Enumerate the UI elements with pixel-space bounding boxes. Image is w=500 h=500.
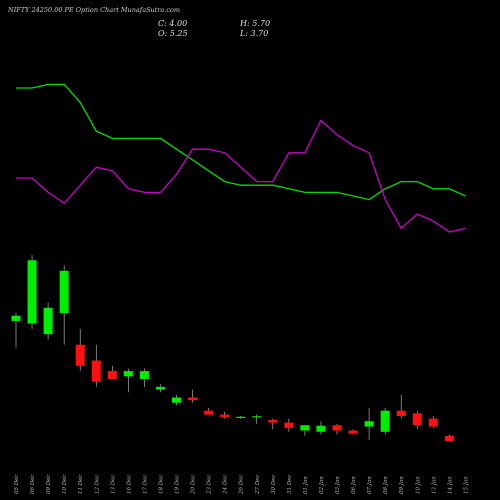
candle-body	[428, 418, 438, 427]
x-tick-label: 18 Dec	[158, 475, 164, 495]
x-tick-label: 27 Dec	[255, 475, 261, 496]
candle-body	[316, 425, 326, 432]
candle-body	[43, 307, 53, 335]
candle-body	[444, 435, 454, 442]
high-value: H: 5.70	[240, 19, 271, 28]
close-value: C: 4.00	[158, 19, 188, 28]
x-tick-label: 16 Dec	[126, 475, 132, 495]
candle	[139, 368, 149, 387]
x-tick-label: 07 Jan	[367, 476, 373, 494]
candle	[316, 421, 326, 435]
x-tick-label: 26 Dec	[239, 475, 245, 496]
upper-band-line	[16, 83, 466, 201]
x-tick-label: 31 Dec	[287, 475, 293, 495]
candle	[43, 302, 53, 340]
candle	[107, 365, 117, 380]
candle-body	[27, 260, 37, 324]
candle-body	[75, 344, 85, 366]
x-tick-label: 10 Jan	[415, 476, 421, 494]
x-tick-label: 20 Dec	[191, 475, 197, 496]
low-value: L: 3.70	[240, 29, 269, 38]
x-tick-label: 30 Dec	[271, 475, 277, 495]
x-tick-label: 11 Dec	[78, 475, 84, 495]
candle	[11, 313, 21, 348]
candle	[204, 408, 214, 415]
candle-body	[91, 360, 101, 382]
candle-body	[252, 416, 262, 418]
bands-layer	[16, 83, 466, 233]
candle	[172, 394, 181, 406]
x-tick-label: 24 Dec	[223, 475, 229, 496]
candle-body	[300, 425, 310, 431]
candle	[252, 414, 262, 424]
candle	[300, 425, 310, 436]
candle	[444, 434, 454, 442]
candle	[75, 328, 85, 372]
candle	[396, 394, 406, 419]
chart-title: NIFTY 24250.00 PE Option Chart MunafaSut…	[8, 6, 181, 14]
x-tick-label: 10 Dec	[62, 475, 68, 495]
x-tick-label: 02 Jan	[319, 476, 325, 494]
x-tick-label: 06 Jan	[351, 476, 357, 494]
candle	[236, 415, 246, 419]
candle-body	[332, 425, 342, 431]
candle-body	[364, 421, 374, 427]
x-tick-label: 19 Dec	[175, 475, 181, 495]
candle-body	[11, 315, 21, 321]
candle	[380, 408, 390, 435]
x-tick-labels: 05 Dec 06 Dec 09 Dec 10 Dec 11 Dec 12 Dec 13 D…	[14, 475, 469, 496]
candle	[348, 429, 358, 435]
candle-body	[155, 386, 165, 390]
candle-body	[220, 414, 230, 418]
candle-body	[107, 371, 117, 380]
candle	[188, 389, 198, 403]
candle	[364, 408, 374, 440]
candle-body	[236, 416, 246, 418]
candle-body	[348, 430, 358, 434]
candle-body	[204, 410, 214, 415]
x-tick-label: 13 Dec	[110, 475, 116, 495]
x-tick-label: 15 Jan	[463, 476, 469, 494]
candle	[220, 412, 230, 419]
candle	[91, 344, 101, 387]
open-value: O: 5.25	[158, 29, 188, 38]
x-tick-label: 13 Jan	[431, 476, 437, 494]
candle-body	[172, 397, 181, 403]
x-tick-label: 08 Jan	[383, 476, 389, 494]
candle-body	[59, 270, 69, 314]
x-tick-label: 03 Jan	[335, 476, 341, 494]
x-tick-label: 09 Jan	[399, 476, 405, 494]
candle-body	[188, 397, 198, 401]
x-tick-label: 09 Dec	[46, 475, 52, 495]
candle	[412, 410, 422, 430]
candle	[27, 255, 37, 329]
x-tick-label: 05 Dec	[14, 475, 20, 495]
candle-body	[268, 419, 278, 423]
x-tick-label: 23 Dec	[207, 475, 213, 496]
lower-band-line	[16, 119, 466, 233]
candle	[155, 384, 165, 393]
candle-body	[380, 410, 390, 432]
candle	[123, 368, 133, 393]
candle	[268, 418, 278, 430]
x-tick-label: 12 Dec	[94, 475, 100, 495]
candles-layer	[11, 255, 454, 442]
x-tick-label: 14 Jan	[447, 476, 453, 494]
candle-body	[284, 422, 294, 428]
candle	[428, 415, 438, 428]
candle-body	[139, 371, 149, 380]
x-tick-label: 01 Jan	[303, 476, 309, 494]
candle-body	[412, 413, 422, 426]
candle	[332, 423, 342, 435]
candle	[284, 418, 294, 432]
candle	[59, 265, 69, 345]
x-tick-label: 06 Dec	[30, 475, 36, 495]
candle-body	[396, 410, 406, 416]
candle-body	[123, 371, 133, 377]
x-tick-label: 17 Dec	[142, 475, 148, 495]
